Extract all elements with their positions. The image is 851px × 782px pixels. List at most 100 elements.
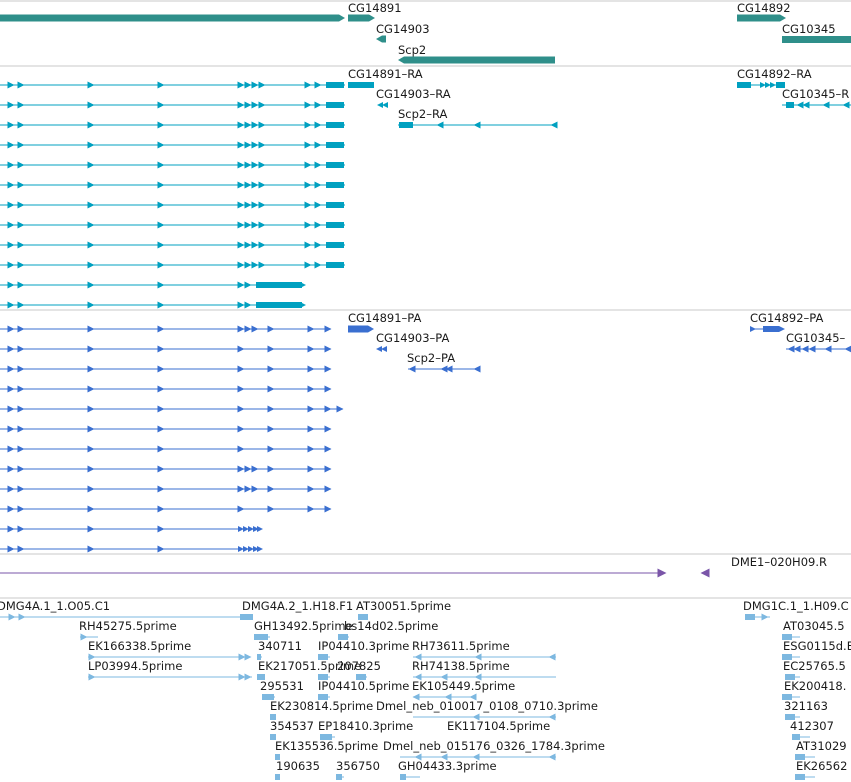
- strand-arrow: [7, 241, 15, 249]
- est-label[interactable]: AT31029: [796, 739, 847, 753]
- strand-arrow: [324, 505, 332, 513]
- est-label[interactable]: DMG4A.1_1.O05.C1: [0, 599, 110, 613]
- strand-arrow: [324, 325, 332, 333]
- strand-arrow: [267, 445, 275, 453]
- strand-arrow: [548, 713, 556, 721]
- est-label[interactable]: GH04433.3prime: [398, 759, 497, 773]
- est-label[interactable]: 321163: [784, 699, 828, 713]
- strand-arrow: [842, 101, 850, 109]
- transcript-exon: [326, 242, 344, 248]
- est-block: [358, 614, 368, 620]
- est-label[interactable]: ESG0115d.E: [783, 639, 851, 653]
- gene-label[interactable]: CG14891: [348, 1, 402, 15]
- strand-arrow: [17, 405, 25, 413]
- strand-arrow: [258, 181, 266, 189]
- est-label[interactable]: GH13492.5prime: [254, 619, 353, 633]
- est-label[interactable]: 207825: [337, 659, 381, 673]
- strand-arrow: [244, 161, 252, 169]
- est-label[interactable]: 354537: [270, 719, 314, 733]
- est-label[interactable]: EK135536.5prime: [275, 739, 378, 753]
- strand-arrow: [472, 713, 480, 721]
- est-label[interactable]: AT30051.5prime: [356, 599, 451, 613]
- protein-label[interactable]: CG14892–PA: [750, 311, 823, 325]
- strand-arrow: [17, 425, 25, 433]
- est-label[interactable]: EK166338.5prime: [88, 639, 191, 653]
- est-label[interactable]: EK105449.5prime: [412, 679, 515, 693]
- est-block: [795, 754, 805, 760]
- est-label[interactable]: EK26562: [796, 759, 847, 773]
- strand-arrow: [248, 526, 254, 532]
- strand-arrow: [436, 121, 444, 129]
- clone-end-arrow: [657, 568, 667, 578]
- gene-label[interactable]: Scp2: [398, 43, 426, 57]
- est-label[interactable]: EK200418.: [784, 679, 846, 693]
- strand-arrow: [17, 345, 25, 353]
- protein-label[interactable]: CG10345–: [786, 331, 846, 345]
- strand-arrow: [440, 365, 448, 373]
- est-label[interactable]: 340711: [258, 639, 302, 653]
- est-label[interactable]: IP04410.5prime: [318, 679, 409, 693]
- transcript-label[interactable]: CG14891–RA: [348, 67, 423, 81]
- strand-arrow: [157, 221, 165, 229]
- strand-arrow: [237, 241, 245, 249]
- est-label[interactable]: EK117104.5prime: [447, 719, 550, 733]
- est-label[interactable]: AT03045.5: [783, 619, 845, 633]
- est-label[interactable]: IP04410.3prime: [318, 639, 409, 653]
- est-label[interactable]: 295531: [260, 679, 304, 693]
- gene-label[interactable]: CG14892: [737, 1, 791, 15]
- est-label[interactable]: DMG1C.1_1.H09.C: [743, 599, 849, 613]
- clone-label[interactable]: DME1–020H09.R: [731, 555, 827, 569]
- transcript-label[interactable]: CG14892–RA: [737, 67, 812, 81]
- gene-block-cg14903: [376, 35, 386, 43]
- strand-arrow: [17, 465, 25, 473]
- est-label[interactable]: 190635: [276, 759, 320, 773]
- protein-label[interactable]: CG14891–PA: [348, 311, 421, 325]
- transcript-label[interactable]: CG14903–RA: [376, 87, 451, 101]
- transcript-label[interactable]: Scp2–RA: [398, 107, 448, 121]
- strand-arrow: [7, 485, 15, 493]
- est-label[interactable]: RH73611.5prime: [412, 639, 510, 653]
- strand-arrow: [324, 425, 332, 433]
- strand-arrow: [157, 405, 165, 413]
- est-label[interactable]: EK230814.5prime: [270, 699, 373, 713]
- est-label[interactable]: EC25765.5: [783, 659, 846, 673]
- gene-label[interactable]: CG10345: [782, 22, 836, 36]
- est-label[interactable]: DMG4A.2_1.H18.F1: [242, 599, 353, 613]
- strand-arrow: [548, 653, 556, 661]
- est-label[interactable]: Dmel_neb_010017_0108_0710.3prime: [376, 699, 598, 713]
- strand-arrow: [253, 546, 259, 552]
- protein-label[interactable]: Scp2–PA: [407, 351, 455, 365]
- strand-arrow: [324, 365, 332, 373]
- est-label[interactable]: 356750: [336, 759, 380, 773]
- strand-arrow: [381, 346, 387, 352]
- strand-arrow: [17, 325, 25, 333]
- strand-arrow: [157, 261, 165, 269]
- strand-arrow: [244, 81, 252, 89]
- transcript-label[interactable]: CG10345–R: [782, 87, 849, 101]
- protein-label[interactable]: CG14903–PA: [376, 331, 449, 345]
- strand-arrow: [258, 121, 266, 129]
- strand-arrow: [157, 121, 165, 129]
- strand-arrow: [157, 101, 165, 109]
- strand-arrow: [336, 405, 344, 413]
- est-label[interactable]: RH45275.5prime: [79, 619, 177, 633]
- strand-arrow: [237, 161, 245, 169]
- est-block: [356, 674, 366, 680]
- est-label[interactable]: EK217051.5prime: [258, 659, 361, 673]
- strand-arrow: [7, 181, 15, 189]
- strand-arrow: [243, 546, 249, 552]
- gene-label[interactable]: CG14903: [376, 22, 430, 36]
- est-label[interactable]: EP18410.3prime: [318, 719, 413, 733]
- strand-arrow: [267, 385, 275, 393]
- est-label[interactable]: 412307: [790, 719, 834, 733]
- strand-arrow: [237, 81, 245, 89]
- est-label[interactable]: LP03994.5prime: [88, 659, 182, 673]
- strand-arrow: [157, 141, 165, 149]
- strand-arrow: [251, 261, 259, 269]
- strand-arrow: [237, 485, 245, 493]
- strand-arrow: [473, 365, 481, 373]
- est-label[interactable]: RH74138.5prime: [412, 659, 510, 673]
- est-label[interactable]: Dmel_neb_015176_0326_1784.3prime: [383, 739, 605, 753]
- strand-arrow: [844, 345, 851, 353]
- est-label[interactable]: bs14d02.5prime: [344, 619, 438, 633]
